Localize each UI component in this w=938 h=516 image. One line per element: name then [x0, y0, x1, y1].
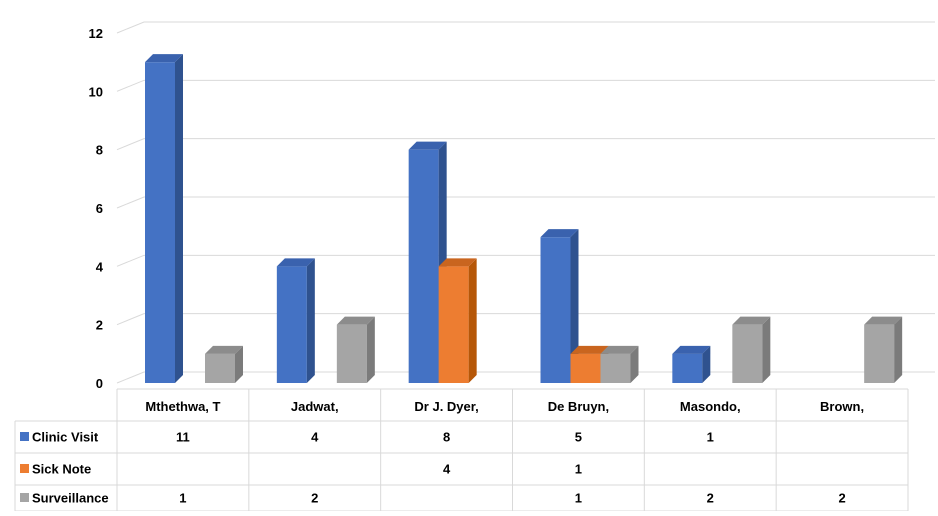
bar-top — [864, 316, 903, 325]
gridline — [116, 313, 935, 326]
bar-front — [570, 353, 601, 383]
bar — [276, 258, 315, 383]
legend-label: Clinic Visit — [32, 430, 99, 445]
bar — [600, 345, 639, 383]
y-tick-label: 8 — [96, 143, 103, 158]
gridline — [116, 21, 935, 34]
x-category-label: De Bruyn, — [548, 399, 609, 414]
table-value: 1 — [575, 491, 582, 506]
legend-swatch — [20, 432, 29, 441]
bar-front — [600, 353, 631, 383]
bar — [864, 316, 903, 383]
gridline — [116, 196, 935, 209]
y-tick-label: 0 — [96, 376, 103, 391]
table-value: 11 — [176, 430, 190, 445]
gridline — [116, 254, 935, 267]
bar-top — [570, 345, 609, 354]
bar — [732, 316, 771, 383]
bars — [145, 54, 903, 384]
bar-front — [672, 353, 703, 383]
bar-top — [205, 345, 243, 354]
legend-label: Sick Note — [32, 462, 91, 477]
bar-side — [366, 316, 375, 383]
bar-top — [672, 345, 711, 354]
y-tick-label: 6 — [96, 201, 103, 216]
table-value: 1 — [179, 491, 186, 506]
y-axis-tick-labels: 0 2 4 6 8 10 12 — [89, 26, 104, 391]
table-value: 2 — [707, 491, 714, 506]
bar-side — [702, 345, 711, 383]
bar — [672, 345, 711, 383]
bar-front — [438, 266, 469, 383]
bar-top — [540, 229, 579, 238]
x-category-label: Dr J. Dyer, — [414, 399, 478, 414]
table-value: 5 — [575, 430, 582, 445]
bar-front — [336, 324, 367, 383]
table-value: 2 — [838, 491, 845, 506]
bar-front — [540, 237, 571, 383]
table-value: 2 — [311, 491, 318, 506]
table-value: 1 — [575, 462, 582, 477]
bar-side — [175, 54, 183, 384]
gridline — [116, 138, 935, 151]
bar-top — [732, 316, 771, 325]
bar-front — [205, 353, 235, 383]
bar-top — [408, 141, 447, 150]
bar-side — [630, 345, 639, 383]
bar — [438, 258, 477, 383]
bar-front — [864, 324, 895, 383]
bar-front — [732, 324, 763, 383]
table-value: 8 — [443, 430, 450, 445]
bar-top — [336, 316, 375, 325]
y-tick-label: 2 — [96, 318, 103, 333]
data-table: Mthethwa, T Jadwat, Dr J. Dyer, De Bruyn, Ma… — [14, 388, 909, 512]
bar-side — [762, 316, 771, 383]
bar-top — [145, 54, 183, 63]
x-category-label: Mthethwa, T — [145, 399, 220, 414]
y-tick-label: 4 — [96, 259, 104, 274]
gridline — [116, 79, 935, 92]
gridlines — [116, 21, 935, 384]
x-category-label: Brown, — [820, 399, 864, 414]
table-value: 4 — [443, 462, 451, 477]
bar-side — [570, 229, 579, 383]
bar — [540, 229, 579, 383]
bar-front — [408, 149, 439, 383]
bar — [336, 316, 375, 383]
bar-top — [438, 258, 477, 267]
bar — [145, 54, 183, 384]
bar-side — [468, 258, 477, 383]
bar-side — [235, 345, 243, 383]
gridline — [116, 371, 935, 384]
x-category-label: Masondo, — [680, 399, 741, 414]
bar-front — [145, 62, 175, 384]
y-tick-label: 10 — [89, 84, 103, 99]
bar-top — [276, 258, 315, 267]
bar-side — [306, 258, 315, 383]
bar — [205, 345, 243, 383]
bar-top — [600, 345, 639, 354]
legend-swatch — [20, 493, 29, 502]
y-tick-label: 12 — [89, 26, 103, 41]
legend-swatch — [20, 464, 29, 473]
bar-side — [894, 316, 903, 383]
bar-front — [276, 266, 307, 383]
legend-label: Surveillance — [32, 491, 109, 506]
table-value: 1 — [707, 430, 714, 445]
table-value: 4 — [311, 430, 319, 445]
x-category-label: Jadwat, — [291, 399, 339, 414]
